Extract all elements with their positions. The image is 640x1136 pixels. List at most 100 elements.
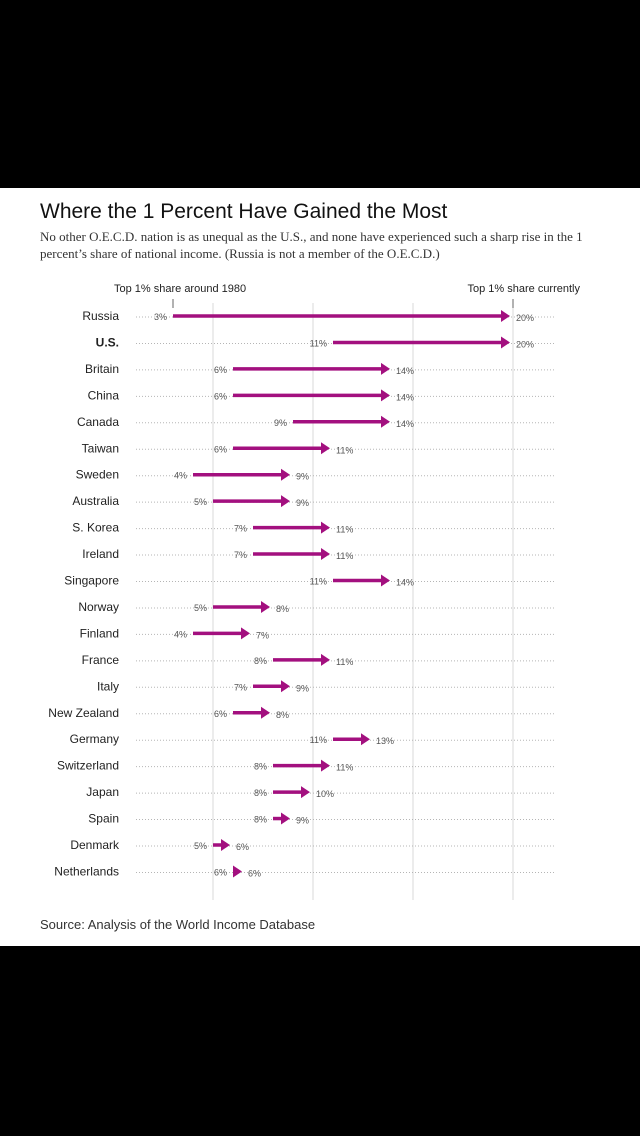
arrowhead	[261, 706, 270, 719]
start-value-label: 6%	[214, 867, 227, 877]
end-value-label: 7%	[256, 630, 269, 640]
chart-row: U.S. 11% 20%	[96, 335, 534, 349]
chart-row: France 8% 11%	[82, 653, 354, 667]
row-leaders	[136, 316, 556, 873]
country-label: Taiwan	[82, 441, 119, 455]
chart-row: Russia 3% 20%	[82, 309, 534, 323]
end-value-label: 6%	[236, 842, 249, 852]
end-value-label: 20%	[516, 313, 534, 323]
country-label: Ireland	[82, 547, 119, 561]
start-value-label: 7%	[234, 524, 247, 534]
arrowhead	[281, 468, 290, 481]
country-label: Canada	[77, 415, 119, 429]
country-label: China	[88, 388, 120, 402]
end-value-label: 14%	[396, 366, 414, 376]
chart-row: Canada 9% 14%	[77, 415, 414, 429]
end-value-label: 9%	[296, 498, 309, 508]
arrowhead	[281, 680, 290, 693]
chart-card: Where the 1 Percent Have Gained the Most…	[0, 188, 640, 946]
country-label: Russia	[82, 309, 119, 323]
country-label: Spain	[88, 812, 119, 826]
start-value-label: 4%	[174, 629, 187, 639]
arrowhead	[261, 600, 270, 613]
country-label: Sweden	[76, 468, 119, 482]
end-value-label: 8%	[276, 604, 289, 614]
end-column-label: Top 1% share currently	[468, 283, 581, 295]
arrowhead	[301, 786, 310, 799]
end-value-label: 8%	[276, 710, 289, 720]
chart-row: Italy 7% 9%	[97, 679, 309, 693]
chart-row: S. Korea 7% 11%	[72, 521, 353, 535]
end-value-label: 13%	[376, 736, 394, 746]
start-value-label: 11%	[310, 735, 327, 745]
country-label: Japan	[86, 785, 119, 799]
arrowhead	[321, 442, 330, 455]
end-value-label: 11%	[336, 763, 353, 773]
gridlines	[212, 303, 514, 900]
arrowhead	[381, 574, 390, 587]
chart-row: Sweden 4% 9%	[76, 468, 309, 482]
end-value-label: 11%	[336, 657, 353, 667]
arrowhead	[381, 362, 390, 375]
chart-row: Netherlands 6% 6%	[54, 864, 261, 878]
start-value-label: 6%	[214, 709, 227, 719]
country-label: Norway	[78, 600, 119, 614]
start-value-label: 6%	[214, 444, 227, 454]
country-label: Britain	[85, 362, 119, 376]
chart-rows: Russia 3% 20% U.S. 11% 20% Britain 6% 14% China 6%…	[48, 309, 534, 878]
arrowhead	[241, 627, 250, 640]
start-value-label: 7%	[234, 682, 247, 692]
end-value-label: 11%	[336, 551, 353, 561]
chart-title: Where the 1 Percent Have Gained the Most	[40, 200, 448, 223]
arrowhead	[221, 839, 230, 851]
end-value-label: 6%	[248, 868, 261, 878]
arrow-chart: Top 1% share around 1980 Top 1% share cu…	[48, 283, 581, 900]
chart-row: Ireland 7% 11%	[82, 547, 353, 561]
arrowhead	[361, 733, 370, 746]
country-label: Switzerland	[57, 759, 119, 773]
end-value-label: 9%	[296, 816, 309, 826]
arrowhead	[381, 415, 390, 428]
country-label: U.S.	[96, 335, 119, 349]
arrowhead	[321, 521, 330, 534]
start-value-label: 9%	[274, 418, 287, 428]
arrowhead	[281, 495, 290, 508]
arrowhead	[501, 336, 510, 349]
start-value-label: 8%	[254, 656, 267, 666]
start-value-label: 8%	[254, 762, 267, 772]
country-label: Finland	[80, 626, 119, 640]
arrowhead	[321, 653, 330, 666]
chart-source: Source: Analysis of the World Income Dat…	[40, 917, 316, 932]
arrowhead	[381, 389, 390, 402]
arrowhead	[321, 759, 330, 772]
country-label: Singapore	[64, 574, 119, 588]
country-label: New Zealand	[48, 706, 119, 720]
country-label: France	[82, 653, 120, 667]
start-value-label: 5%	[194, 497, 207, 507]
start-column-label: Top 1% share around 1980	[114, 283, 246, 295]
start-value-label: 5%	[194, 841, 207, 851]
end-value-label: 9%	[296, 683, 309, 693]
start-value-label: 5%	[194, 603, 207, 613]
end-value-label: 14%	[396, 392, 414, 402]
arrowhead	[233, 865, 242, 878]
end-value-label: 11%	[336, 525, 353, 535]
end-value-label: 9%	[296, 472, 309, 482]
chart-row: China 6% 14%	[88, 388, 414, 402]
start-value-label: 11%	[310, 577, 327, 587]
country-label: S. Korea	[72, 521, 119, 535]
chart-row: Germany 11% 13%	[70, 732, 394, 746]
start-value-label: 8%	[254, 815, 267, 825]
chart-row: Australia 5% 9%	[72, 494, 309, 508]
chart-row: Norway 5% 8%	[78, 600, 289, 614]
end-value-label: 14%	[396, 578, 414, 588]
arrowhead	[281, 812, 290, 825]
start-value-label: 8%	[254, 788, 267, 798]
country-label: Netherlands	[54, 864, 119, 878]
chart-row: Taiwan 6% 11%	[82, 441, 354, 455]
chart-row: Denmark 5% 6%	[70, 838, 249, 852]
chart-row: Singapore 11% 14%	[64, 574, 414, 588]
start-value-label: 6%	[214, 391, 227, 401]
country-label: Germany	[70, 732, 119, 746]
country-label: Italy	[97, 679, 119, 693]
